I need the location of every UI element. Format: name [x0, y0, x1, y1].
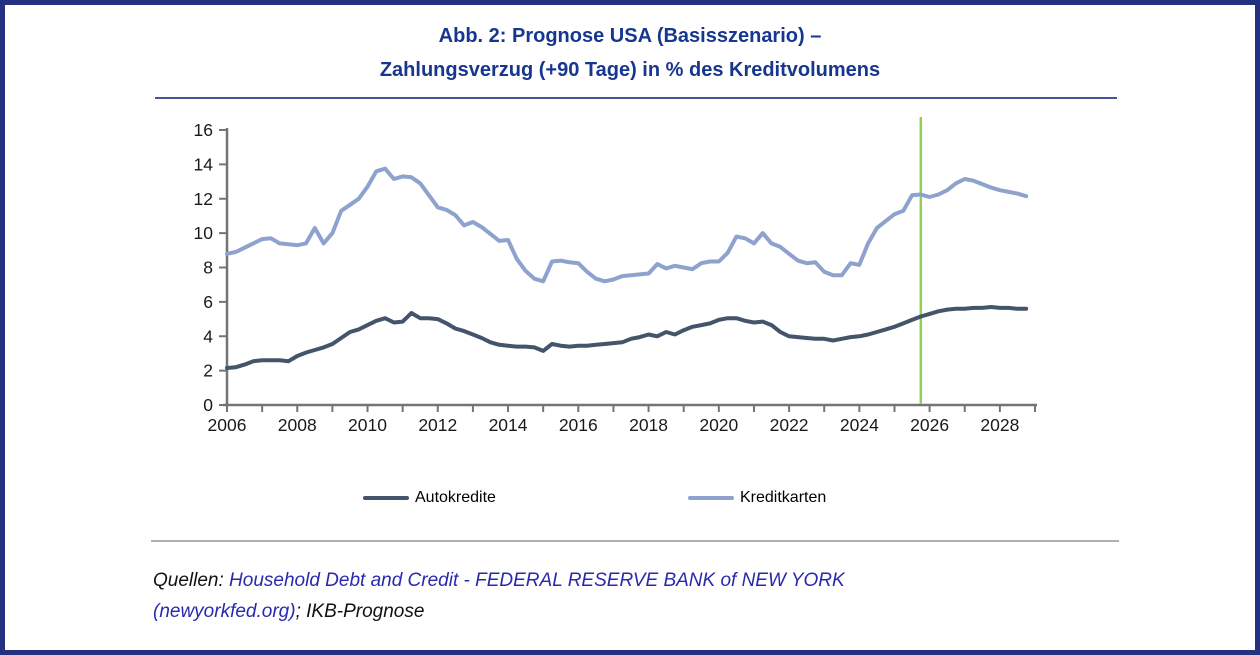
data-series-lines	[225, 166, 1029, 370]
legend-item-kreditkarten: Kreditkarten	[688, 489, 826, 507]
svg-text:10: 10	[194, 223, 214, 243]
svg-text:2026: 2026	[910, 415, 949, 435]
svg-text:2022: 2022	[770, 415, 809, 435]
svg-text:14: 14	[194, 154, 214, 174]
svg-text:2028: 2028	[980, 415, 1019, 435]
sources-prefix: Quellen:	[153, 570, 230, 591]
svg-text:2: 2	[203, 361, 213, 381]
y-axis: 0 2 4 6 8 10 12 14 16	[194, 120, 229, 415]
legend-item-autokredite: Autokredite	[363, 489, 496, 507]
svg-text:2012: 2012	[418, 415, 457, 435]
legend-label-kreditkarten: Kreditkarten	[740, 489, 827, 506]
title-underline	[155, 97, 1117, 99]
svg-text:2006: 2006	[208, 415, 247, 435]
svg-text:2020: 2020	[699, 415, 738, 435]
svg-text:2010: 2010	[348, 415, 387, 435]
svg-text:2018: 2018	[629, 415, 668, 435]
sources-note: Quellen: Household Debt and Credit - FED…	[153, 565, 1093, 627]
svg-text:16: 16	[194, 120, 213, 140]
x-axis: 2006 2008 2010 2012 2014 2016 2018 2020 2022 2024…	[208, 403, 1037, 435]
footer-divider	[151, 540, 1119, 542]
chart-title-line2: Zahlungsverzug (+90 Tage) in % des Kredi…	[379, 59, 881, 81]
autokredite-line-swatch	[363, 496, 409, 500]
chart-title: Abb. 2: Prognose USA (Basisszenario) – Z…	[5, 19, 1255, 87]
svg-text:2008: 2008	[278, 415, 317, 435]
svg-text:0: 0	[203, 395, 213, 415]
kreditkarten-line-swatch	[688, 496, 734, 500]
svg-text:6: 6	[203, 292, 213, 312]
svg-text:4: 4	[203, 326, 213, 346]
chart-title-line1: Abb. 2: Prognose USA (Basisszenario) –	[438, 25, 822, 47]
sources-suffix: ; IKB-Prognose	[295, 601, 425, 622]
svg-text:2024: 2024	[840, 415, 879, 435]
svg-text:12: 12	[194, 189, 213, 209]
svg-text:8: 8	[203, 258, 213, 278]
source-link-url[interactable]: (newyorkfed.org)	[153, 601, 296, 622]
legend-label-autokredite: Autokredite	[415, 489, 496, 506]
source-link-text[interactable]: Household Debt and Credit - FEDERAL RESE…	[229, 570, 845, 591]
svg-text:2016: 2016	[559, 415, 598, 435]
svg-text:2014: 2014	[489, 415, 528, 435]
